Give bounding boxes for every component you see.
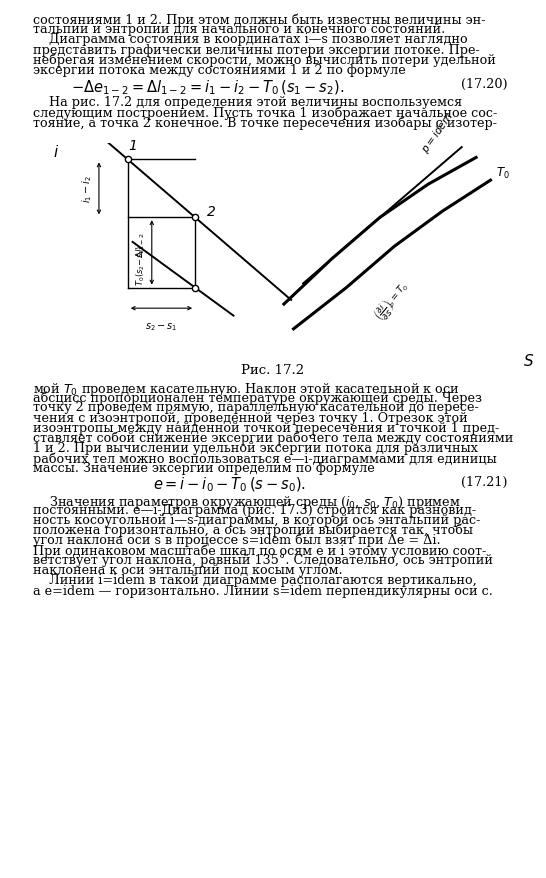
Text: состояниями 1 и 2. При этом должны быть известны величины эн-: состояниями 1 и 2. При этом должны быть … — [33, 13, 485, 26]
Text: На рис. 17.2 для определения этой величины воспользуемся: На рис. 17.2 для определения этой величи… — [33, 96, 462, 109]
Text: наклонена к оси энтальпий под косым углом.: наклонена к оси энтальпий под косым угло… — [33, 564, 342, 577]
Text: небрегая изменением скорости, можно вычислить потери удельной: небрегая изменением скорости, можно вычи… — [33, 54, 496, 67]
Text: мой $T_0$ проведем касательную. Наклон этой касательной к оси: мой $T_0$ проведем касательную. Наклон э… — [33, 381, 459, 398]
Text: угол наклона оси s в процессе s=idem был взят при Δe = Δi.: угол наклона оси s в процессе s=idem был… — [33, 533, 441, 547]
Text: тальпии и энтропии для начального и конечного состояний.: тальпии и энтропии для начального и коне… — [33, 23, 445, 36]
Text: а e=idem — горизонтально. Линии s=idem перпендикулярны оси с.: а e=idem — горизонтально. Линии s=idem п… — [33, 584, 492, 597]
Text: изоэнтропы между найденной точкой пересечения и точкой 1 пред-: изоэнтропы между найденной точкой пересе… — [33, 421, 499, 435]
Text: Рис. 17.2: Рис. 17.2 — [241, 363, 305, 377]
Text: $s_2-s_1$: $s_2-s_1$ — [145, 321, 177, 333]
Text: Значения параметров окружающей среды ($i_0$, $s_0$, $T_0$) примем: Значения параметров окружающей среды ($i… — [33, 493, 460, 510]
Text: ставляет собой снижение эксергии рабочего тела между состояниями: ставляет собой снижение эксергии рабочег… — [33, 431, 513, 445]
Text: $S$: $S$ — [524, 352, 535, 368]
Text: чения с изоэнтропой, проведенной через точку 1. Отрезок этой: чения с изоэнтропой, проведенной через т… — [33, 411, 467, 424]
Text: положена горизонтально, а ось энтропий выбирается так, чтобы: положена горизонтально, а ось энтропий в… — [33, 523, 473, 536]
Text: 1 и 2. При вычислении удельной эксергии потока для различных: 1 и 2. При вычислении удельной эксергии … — [33, 442, 478, 455]
Text: тояние, а точка 2 конечное. В точке пересечения изобары с изотер-: тояние, а точка 2 конечное. В точке пере… — [33, 116, 497, 130]
Text: массы. Значение эксергии определим по формуле: массы. Значение эксергии определим по фо… — [33, 462, 375, 475]
Text: (17.20): (17.20) — [461, 78, 508, 91]
Text: $-\Delta e_{1-2} = \Delta l_{1-2} = i_1 - i_2 - T_0\,(s_1 - s_2).$: $-\Delta e_{1-2} = \Delta l_{1-2} = i_1 … — [71, 78, 344, 97]
Text: эксергии потока между состояниями 1 и 2 по формуле: эксергии потока между состояниями 1 и 2 … — [33, 63, 406, 76]
Text: (17.21): (17.21) — [461, 475, 508, 488]
Text: ность косоугольной i—s-диаграммы, в которой ось энтальпий рас-: ность косоугольной i—s-диаграммы, в кото… — [33, 513, 480, 526]
Text: следующим построением. Пусть точка 1 изображает начальное сос-: следующим построением. Пусть точка 1 изо… — [33, 106, 497, 119]
Text: $p = idem$: $p = idem$ — [419, 110, 457, 156]
Text: $T_0$: $T_0$ — [496, 166, 509, 181]
Text: рабочих тел можно воспользоваться е—i-диаграммами для единицы: рабочих тел можно воспользоваться е—i-ди… — [33, 451, 496, 465]
Text: 1: 1 — [128, 139, 137, 153]
Text: $i_1 - i_2$: $i_1 - i_2$ — [80, 176, 94, 203]
Text: $\left(\dfrac{\partial i}{\partial s}\right)_{\!p}=T_0$: $\left(\dfrac{\partial i}{\partial s}\ri… — [370, 277, 414, 324]
Text: $e = i - i_0 - T_0\,(s - s_0).$: $e = i - i_0 - T_0\,(s - s_0).$ — [153, 475, 306, 493]
Text: $\Delta l_{1-2}$: $\Delta l_{1-2}$ — [134, 232, 147, 258]
Text: При одинаковом масштабе шкал по осям e и i этому условию соот-: При одинаковом масштабе шкал по осям e и… — [33, 543, 486, 557]
Text: $i$: $i$ — [52, 144, 59, 160]
Text: точку 2 проведем прямую, параллельную касательной до пересе-: точку 2 проведем прямую, параллельную ка… — [33, 401, 478, 414]
Text: постоянными. е—i-Диаграмма (рис. 17.3) строится как разновид-: постоянными. е—i-Диаграмма (рис. 17.3) с… — [33, 503, 476, 516]
Text: абсцисс пропорционален температуре окружающей среды. Через: абсцисс пропорционален температуре окруж… — [33, 391, 482, 405]
Text: ветствует угол наклона, равный 135°. Следовательно, ось энтропий: ветствует угол наклона, равный 135°. Сле… — [33, 553, 492, 566]
Text: $T_0(s_2\!-\!s_1)$: $T_0(s_2\!-\!s_1)$ — [134, 245, 147, 286]
Text: Диаграмма состояния в координатах i—s позволяет наглядно: Диаграмма состояния в координатах i—s по… — [33, 33, 467, 47]
Text: 2: 2 — [207, 205, 216, 219]
Text: представить графически величины потери эксергии потоке. Пре-: представить графически величины потери э… — [33, 43, 479, 56]
Text: Линии i=idem в такой диаграмме располагаются вертикально,: Линии i=idem в такой диаграмме располага… — [33, 573, 477, 587]
